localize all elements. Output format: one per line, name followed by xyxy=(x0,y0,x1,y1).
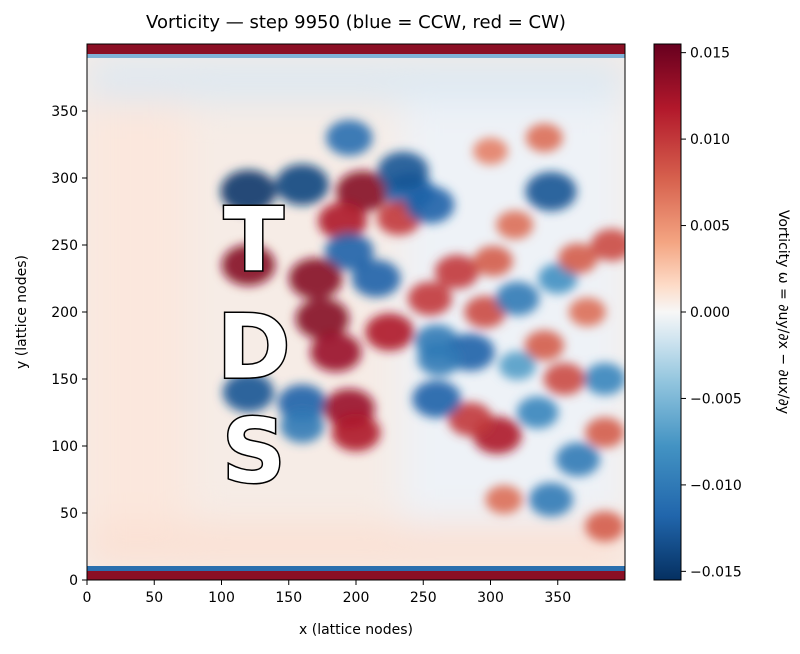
colorbar-tick-label: −0.005 xyxy=(690,391,742,407)
vortex xyxy=(295,298,350,340)
bottom-wall-shear-layer xyxy=(87,571,625,580)
vortex xyxy=(318,202,367,240)
colorbar xyxy=(653,43,682,581)
y-tick-label: 50 xyxy=(60,506,78,522)
vortex xyxy=(365,313,415,351)
x-tick-label: 100 xyxy=(208,590,235,606)
vortex xyxy=(275,164,329,206)
vortex xyxy=(417,341,462,376)
vortex xyxy=(496,210,534,240)
vortex xyxy=(280,408,325,443)
colorbar-tick-label: −0.010 xyxy=(690,478,742,494)
vortex xyxy=(288,257,343,300)
vortex xyxy=(583,362,625,396)
vortex xyxy=(220,169,277,213)
x-tick-label: 350 xyxy=(544,590,571,606)
vortex xyxy=(351,259,401,298)
vortex xyxy=(448,402,493,437)
x-tick-label: 300 xyxy=(477,590,504,606)
y-tick-label: 150 xyxy=(51,372,78,388)
vortex xyxy=(528,482,574,517)
y-tick-label: 100 xyxy=(51,439,78,455)
x-axis-label: x (lattice nodes) xyxy=(299,622,413,638)
upper-band xyxy=(87,60,625,100)
vortex xyxy=(324,232,374,271)
colorbar-tick-label: 0.015 xyxy=(690,46,730,62)
vortex xyxy=(525,123,563,153)
vortex xyxy=(407,281,453,316)
vortex xyxy=(405,186,455,224)
vortex xyxy=(464,295,507,329)
x-tick-label: 150 xyxy=(275,590,302,606)
vortex xyxy=(485,485,523,514)
vortex xyxy=(585,511,625,542)
vortex xyxy=(524,330,565,361)
y-tick-label: 250 xyxy=(51,238,78,254)
heatmap-plot-area xyxy=(87,44,625,580)
vortex xyxy=(473,137,508,165)
vortex xyxy=(516,396,559,429)
x-tick-label: 250 xyxy=(410,590,437,606)
obstacle-letter: T xyxy=(224,188,284,291)
vortex xyxy=(434,254,479,289)
y-tick-label: 0 xyxy=(69,573,78,589)
vortex xyxy=(543,362,586,396)
colorbar-tick-label: 0.005 xyxy=(690,219,730,235)
vortex xyxy=(326,119,373,156)
x-tick-label: 50 xyxy=(145,590,163,606)
colorbar-tick-label: 0.000 xyxy=(690,305,730,321)
colorbar-tick-label: −0.015 xyxy=(690,564,742,580)
top-wall-shear-layer xyxy=(87,44,625,54)
obstacle-letters: TDS xyxy=(216,187,292,505)
vortex xyxy=(558,243,598,274)
x-axis-ticks: 0 50 100 150 200 250 300 350 xyxy=(83,580,571,606)
inflow-region xyxy=(87,60,187,560)
y-tick-label: 350 xyxy=(51,104,78,120)
vortex xyxy=(222,372,275,413)
vortex xyxy=(525,171,577,212)
y-axis-ticks: 0 50 100 150 200 250 300 350 xyxy=(51,104,87,589)
vortex-layer xyxy=(220,119,625,542)
vortex xyxy=(568,297,606,327)
colorbar-tick-label: 0.010 xyxy=(690,132,730,148)
lower-band xyxy=(87,525,625,565)
bottom-wall-counter-layer xyxy=(87,566,625,571)
obstacle-letter: D xyxy=(217,296,290,399)
vortex xyxy=(335,170,390,212)
obstacle-letter: S xyxy=(222,400,285,503)
vortex xyxy=(555,442,601,477)
x-tick-label: 0 xyxy=(83,590,92,606)
vortex xyxy=(498,351,536,380)
y-tick-label: 300 xyxy=(51,171,78,187)
vortex xyxy=(473,245,513,277)
top-wall-counter-layer xyxy=(87,54,625,58)
vortex xyxy=(310,332,362,372)
colorbar-label: Vorticity ω = ∂uy/∂x − ∂ux/∂y xyxy=(775,210,791,414)
y-tick-label: 200 xyxy=(51,305,78,321)
colorbar-ticks: 0.015 0.010 0.005 0.000 −0.005 −0.010 −0.015 xyxy=(681,46,742,580)
x-tick-label: 200 xyxy=(343,590,370,606)
chart-title: Vorticity — step 9950 (blue = CCW, red =… xyxy=(146,12,566,33)
y-axis-label: y (lattice nodes) xyxy=(14,255,30,369)
vortex xyxy=(412,380,462,418)
vortex xyxy=(377,151,429,191)
vortex xyxy=(495,281,540,316)
vortex xyxy=(585,417,625,448)
vortex xyxy=(221,244,276,286)
vortex xyxy=(590,228,625,262)
vortex xyxy=(331,413,381,452)
